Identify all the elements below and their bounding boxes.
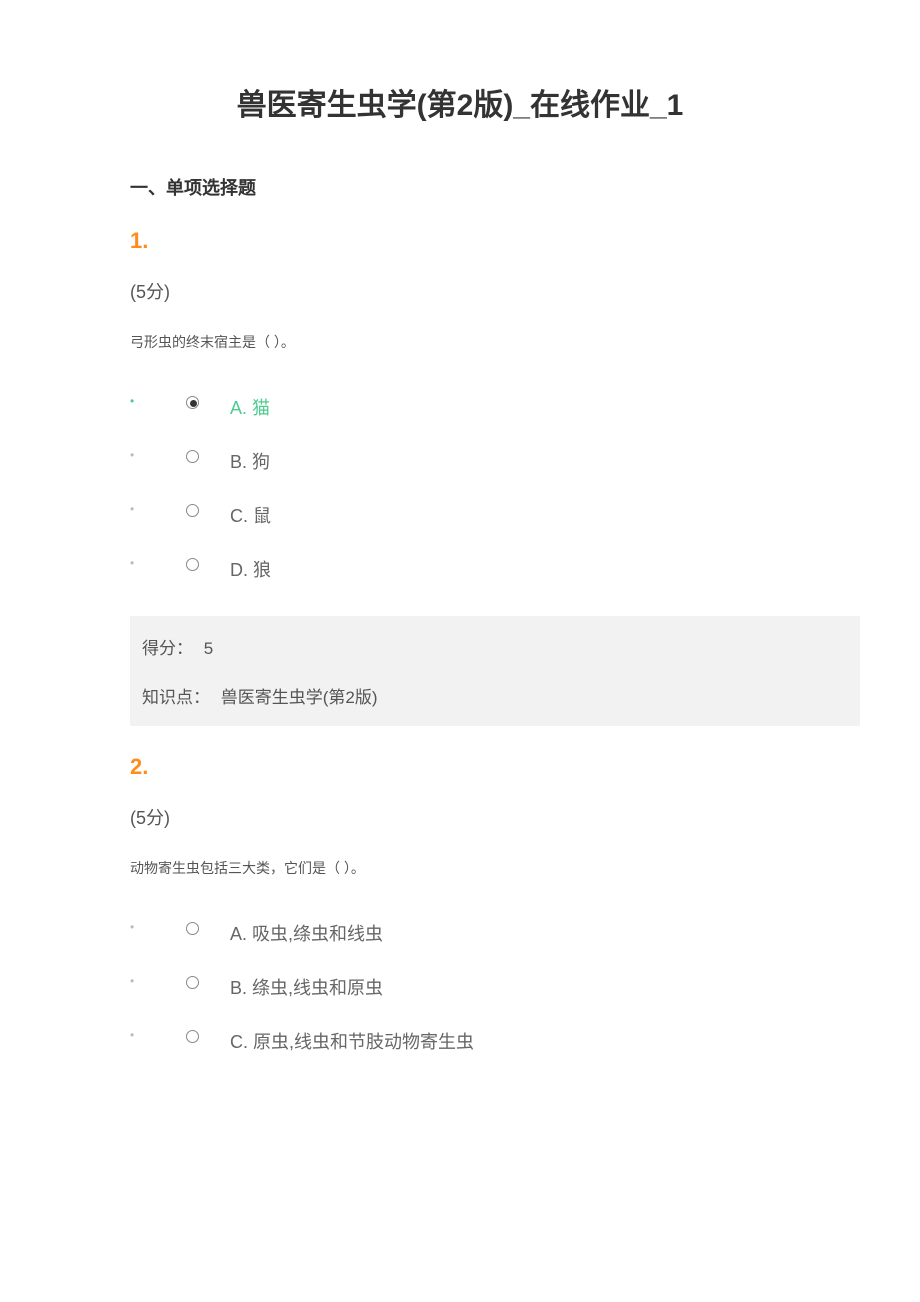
choice-item[interactable]: D. 狼 bbox=[130, 542, 860, 596]
choice-label: C. 鼠 bbox=[230, 506, 271, 526]
choice-list: A. 猫 B. 狗 C. 鼠 D. 狼 bbox=[130, 380, 860, 596]
score-value: 5 bbox=[204, 639, 213, 659]
score-row: 得分： 5 bbox=[142, 634, 848, 659]
page-title: 兽医寄生虫学(第2版)_在线作业_1 bbox=[60, 80, 860, 124]
section-heading: 一、单项选择题 bbox=[130, 174, 860, 200]
choice-item[interactable]: B. 狗 bbox=[130, 434, 860, 488]
question-number: 2. bbox=[130, 754, 860, 780]
choice-label: B. 绦虫,线虫和原虫 bbox=[230, 978, 383, 998]
question-points: (5分) bbox=[130, 278, 860, 304]
choice-label: B. 狗 bbox=[230, 452, 270, 472]
radio-icon[interactable] bbox=[186, 976, 199, 989]
feedback-box: 得分： 5 知识点： 兽医寄生虫学(第2版) bbox=[130, 616, 860, 726]
choice-label: C. 原虫,线虫和节肢动物寄生虫 bbox=[230, 1032, 474, 1052]
choice-item[interactable]: A. 猫 bbox=[130, 380, 860, 434]
choice-item[interactable]: B. 绦虫,线虫和原虫 bbox=[130, 960, 860, 1014]
choice-label: D. 狼 bbox=[230, 560, 271, 580]
knowledge-label: 知识点： bbox=[142, 683, 210, 708]
choice-item[interactable]: C. 原虫,线虫和节肢动物寄生虫 bbox=[130, 1014, 860, 1068]
page-container: 兽医寄生虫学(第2版)_在线作业_1 一、单项选择题 1. (5分) 弓形虫的终… bbox=[0, 0, 920, 1128]
question-text: 弓形虫的终末宿主是（ ）。 bbox=[130, 332, 860, 352]
question-points: (5分) bbox=[130, 804, 860, 830]
choice-item[interactable]: A. 吸虫,绦虫和线虫 bbox=[130, 906, 860, 960]
score-label: 得分： bbox=[142, 634, 193, 659]
choice-item[interactable]: C. 鼠 bbox=[130, 488, 860, 542]
radio-icon[interactable] bbox=[186, 1030, 199, 1043]
radio-icon[interactable] bbox=[186, 396, 199, 409]
choice-list: A. 吸虫,绦虫和线虫 B. 绦虫,线虫和原虫 C. 原虫,线虫和节肢动物寄生虫 bbox=[130, 906, 860, 1068]
radio-icon[interactable] bbox=[186, 558, 199, 571]
question-text: 动物寄生虫包括三大类，它们是（ ）。 bbox=[130, 858, 860, 878]
choice-label: A. 猫 bbox=[230, 398, 270, 418]
question-number: 1. bbox=[130, 228, 860, 254]
radio-icon[interactable] bbox=[186, 450, 199, 463]
radio-icon[interactable] bbox=[186, 504, 199, 517]
radio-icon[interactable] bbox=[186, 922, 199, 935]
knowledge-value: 兽医寄生虫学(第2版) bbox=[221, 683, 378, 708]
choice-label: A. 吸虫,绦虫和线虫 bbox=[230, 924, 383, 944]
knowledge-row: 知识点： 兽医寄生虫学(第2版) bbox=[142, 683, 848, 708]
